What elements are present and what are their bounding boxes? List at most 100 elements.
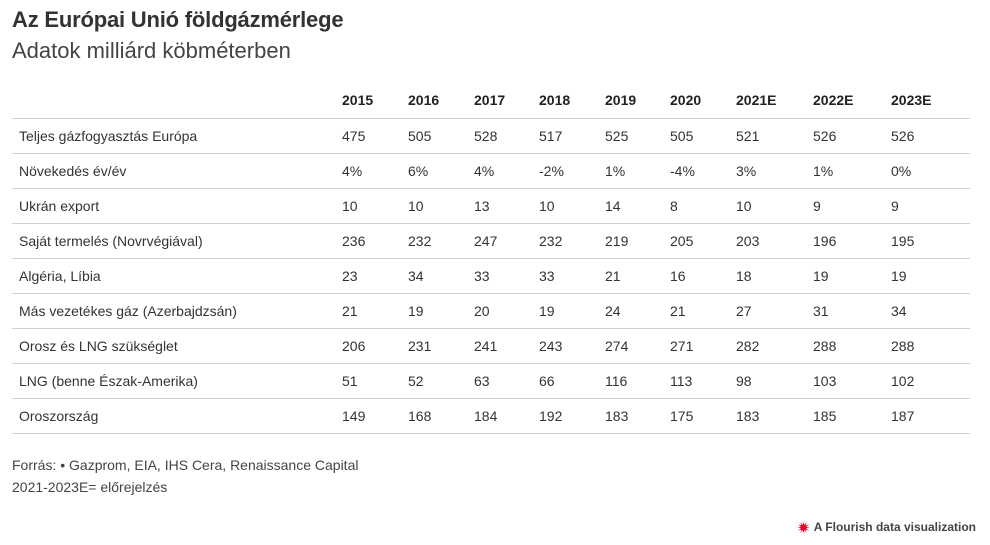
table-cell: 195	[891, 223, 970, 259]
source-note: Forrás: • Gazprom, EIA, IHS Cera, Renais…	[12, 454, 358, 498]
table-cell: 10	[539, 188, 605, 224]
table-cell: 271	[670, 328, 736, 364]
table-row: Algéria, Líbia 23 34 33 33 21 16 18 19 19	[12, 258, 970, 294]
table-cell: 517	[539, 118, 605, 154]
table-cell: 19	[539, 293, 605, 329]
table-row: Ukrán export 10 10 13 10 14 8 10 9 9	[12, 188, 970, 224]
table-cell: 185	[813, 398, 891, 434]
source-text: Forrás: • Gazprom, EIA, IHS Cera, Renais…	[12, 457, 359, 473]
table-cell: 288	[813, 328, 891, 364]
table-cell: 526	[891, 118, 970, 154]
column-header-2023e: 2023E	[891, 82, 970, 119]
table-cell: 21	[605, 258, 670, 294]
row-label: Saját termelés (Novrvégiával)	[12, 223, 342, 259]
table-cell: 203	[736, 223, 813, 259]
table-row: Teljes gázfogyasztás Európa 475 505 528 517 5…	[12, 118, 970, 154]
table-cell: 21	[342, 293, 408, 329]
table-cell: 4%	[474, 153, 539, 189]
table-cell: 19	[408, 293, 474, 329]
table-cell: 9	[891, 188, 970, 224]
table-cell: 24	[605, 293, 670, 329]
table-cell: 4%	[342, 153, 408, 189]
table-cell: 8	[670, 188, 736, 224]
table-row: Más vezetékes gáz (Azerbajdzsán) 21 19 20 19…	[12, 293, 970, 329]
column-header-label	[12, 82, 342, 119]
table-cell: 0%	[891, 153, 970, 189]
row-label: Teljes gázfogyasztás Európa	[12, 118, 342, 154]
row-label: Más vezetékes gáz (Azerbajdzsán)	[12, 293, 342, 329]
table-cell: 241	[474, 328, 539, 364]
table-cell: 1%	[813, 153, 891, 189]
table-cell: 20	[474, 293, 539, 329]
table-cell: 14	[605, 188, 670, 224]
table-cell: 98	[736, 363, 813, 399]
table-cell: 1%	[605, 153, 670, 189]
table-cell: 149	[342, 398, 408, 434]
table-cell: 27	[736, 293, 813, 329]
table-cell: 288	[891, 328, 970, 364]
table-cell: 34	[891, 293, 970, 329]
row-label: LNG (benne Észak-Amerika)	[12, 363, 342, 399]
table-cell: -2%	[539, 153, 605, 189]
table-cell: 187	[891, 398, 970, 434]
column-header-2017: 2017	[474, 82, 539, 119]
row-label: Növekedés év/év	[12, 153, 342, 189]
table-cell: 33	[474, 258, 539, 294]
column-header-2020: 2020	[670, 82, 736, 119]
table-cell: 66	[539, 363, 605, 399]
table-row: Növekedés év/év 4% 6% 4% -2% 1% -4% 3% 1% 0%	[12, 153, 970, 189]
table-cell: 10	[736, 188, 813, 224]
table-cell: 205	[670, 223, 736, 259]
table-cell: 243	[539, 328, 605, 364]
flourish-credit[interactable]: A Flourish data visualization	[796, 520, 976, 534]
table-cell: 31	[813, 293, 891, 329]
data-table: 2015 2016 2017 2018 2019 2020 2021E 2022E 2023E …	[12, 82, 970, 434]
table-cell: 102	[891, 363, 970, 399]
table-cell: 526	[813, 118, 891, 154]
table-cell: 113	[670, 363, 736, 399]
table-cell: 183	[605, 398, 670, 434]
chart-title: Az Európai Unió földgázmérlege	[12, 7, 344, 32]
chart-subtitle: Adatok milliárd köbméterben	[12, 38, 291, 63]
row-label: Ukrán export	[12, 188, 342, 224]
table-cell: 219	[605, 223, 670, 259]
table-cell: 18	[736, 258, 813, 294]
table-cell: 103	[813, 363, 891, 399]
table-cell: -4%	[670, 153, 736, 189]
table-cell: 63	[474, 363, 539, 399]
table-cell: 168	[408, 398, 474, 434]
table-cell: 505	[670, 118, 736, 154]
table-cell: 231	[408, 328, 474, 364]
table-cell: 52	[408, 363, 474, 399]
column-header-2016: 2016	[408, 82, 474, 119]
table-body: Teljes gázfogyasztás Európa 475 505 528 517 5…	[12, 118, 970, 434]
column-header-2018: 2018	[539, 82, 605, 119]
table-cell: 505	[408, 118, 474, 154]
table-row: Orosz és LNG szükséglet 206 231 241 243 274 27…	[12, 328, 970, 364]
table-cell: 116	[605, 363, 670, 399]
column-header-2022e: 2022E	[813, 82, 891, 119]
table-cell: 6%	[408, 153, 474, 189]
table-cell: 206	[342, 328, 408, 364]
forecast-note: 2021-2023E= előrejelzés	[12, 479, 168, 495]
table-cell: 9	[813, 188, 891, 224]
table-cell: 19	[891, 258, 970, 294]
table-cell: 192	[539, 398, 605, 434]
table-cell: 33	[539, 258, 605, 294]
table-row: Saját termelés (Novrvégiával) 236 232 247 23…	[12, 223, 970, 259]
table-cell: 13	[474, 188, 539, 224]
table-cell: 23	[342, 258, 408, 294]
table-cell: 247	[474, 223, 539, 259]
table-cell: 274	[605, 328, 670, 364]
table-cell: 525	[605, 118, 670, 154]
credit-text: A Flourish data visualization	[813, 520, 976, 534]
table-cell: 232	[539, 223, 605, 259]
table-cell: 232	[408, 223, 474, 259]
flourish-logo-icon	[796, 520, 810, 534]
table-cell: 475	[342, 118, 408, 154]
table-cell: 521	[736, 118, 813, 154]
column-header-2021e: 2021E	[736, 82, 813, 119]
table-cell: 51	[342, 363, 408, 399]
table-cell: 183	[736, 398, 813, 434]
table-cell: 16	[670, 258, 736, 294]
